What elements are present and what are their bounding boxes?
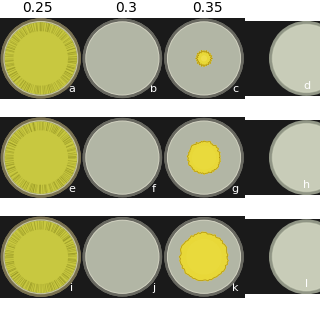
- Text: b: b: [150, 84, 157, 94]
- Circle shape: [3, 20, 79, 97]
- Circle shape: [168, 220, 240, 293]
- Circle shape: [84, 119, 161, 196]
- FancyBboxPatch shape: [82, 18, 163, 99]
- Text: 0.3: 0.3: [116, 1, 137, 15]
- Circle shape: [273, 25, 320, 92]
- Circle shape: [192, 146, 216, 170]
- Circle shape: [273, 223, 320, 290]
- FancyBboxPatch shape: [163, 216, 245, 298]
- Circle shape: [166, 20, 242, 97]
- Text: c: c: [232, 84, 238, 94]
- Circle shape: [3, 119, 79, 196]
- Circle shape: [84, 20, 161, 97]
- Text: a: a: [68, 84, 75, 94]
- FancyBboxPatch shape: [0, 18, 82, 99]
- Text: k: k: [232, 283, 238, 293]
- Text: i: i: [70, 283, 73, 293]
- FancyBboxPatch shape: [245, 219, 320, 294]
- Text: l: l: [305, 279, 308, 289]
- Circle shape: [5, 122, 77, 194]
- Circle shape: [5, 221, 77, 293]
- Circle shape: [186, 239, 222, 275]
- FancyBboxPatch shape: [163, 117, 245, 198]
- FancyBboxPatch shape: [163, 18, 245, 99]
- Circle shape: [168, 22, 240, 95]
- Circle shape: [86, 220, 159, 293]
- FancyBboxPatch shape: [245, 21, 320, 96]
- Circle shape: [86, 22, 159, 95]
- FancyBboxPatch shape: [82, 216, 163, 298]
- FancyBboxPatch shape: [0, 117, 82, 198]
- Circle shape: [84, 219, 161, 295]
- Polygon shape: [179, 232, 228, 281]
- Text: 0.35: 0.35: [192, 1, 223, 15]
- Circle shape: [3, 219, 79, 295]
- FancyBboxPatch shape: [0, 216, 82, 298]
- Circle shape: [201, 55, 207, 61]
- FancyBboxPatch shape: [245, 120, 320, 195]
- Circle shape: [166, 119, 242, 196]
- Circle shape: [166, 219, 242, 295]
- Circle shape: [270, 221, 320, 293]
- Text: f: f: [151, 183, 156, 194]
- Circle shape: [5, 22, 77, 94]
- Text: d: d: [303, 81, 310, 91]
- Text: e: e: [68, 183, 75, 194]
- Polygon shape: [187, 141, 220, 174]
- Text: j: j: [152, 283, 155, 293]
- Circle shape: [168, 121, 240, 194]
- Circle shape: [273, 124, 320, 191]
- Circle shape: [270, 122, 320, 194]
- Polygon shape: [196, 51, 212, 67]
- Text: 0.25: 0.25: [22, 1, 53, 15]
- Circle shape: [270, 22, 320, 94]
- Text: h: h: [303, 180, 310, 190]
- Circle shape: [86, 121, 159, 194]
- Text: g: g: [231, 183, 239, 194]
- FancyBboxPatch shape: [82, 117, 163, 198]
